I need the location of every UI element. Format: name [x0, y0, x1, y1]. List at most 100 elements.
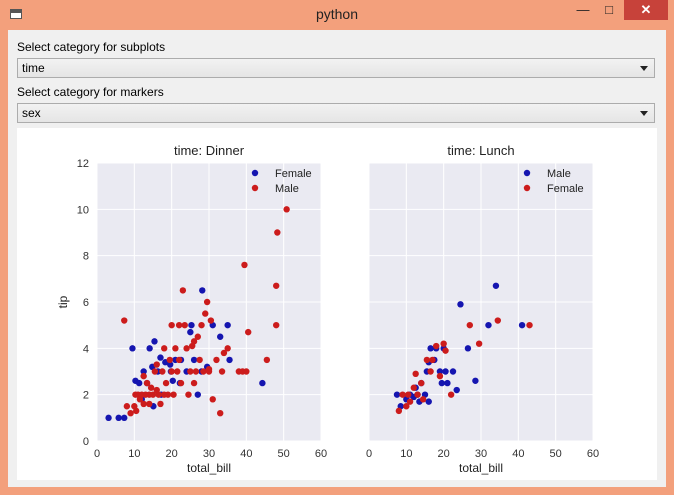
data-point	[194, 333, 201, 340]
data-point	[143, 379, 151, 387]
data-point	[174, 368, 181, 375]
data-point	[192, 368, 200, 375]
data-point	[283, 206, 290, 213]
data-point	[146, 345, 153, 352]
data-point	[168, 368, 175, 375]
data-point	[205, 365, 213, 373]
data-point	[133, 407, 140, 415]
data-point	[399, 391, 406, 398]
data-point	[213, 356, 220, 364]
data-point	[161, 345, 168, 352]
plot-canvas: 0 10 20 30 40 50 60 0 2 4 6 8 10 12 time: Dinner total_…	[17, 128, 657, 480]
data-point	[166, 356, 173, 364]
y-axis-label: tip	[56, 295, 70, 308]
minimize-button[interactable]: —	[576, 2, 590, 17]
data-point	[412, 370, 419, 378]
close-button[interactable]: ✕	[624, 0, 668, 20]
data-point	[121, 414, 128, 422]
data-point	[464, 345, 472, 352]
data-point	[425, 398, 432, 405]
data-point	[418, 379, 425, 387]
x-tick-label: 60	[587, 448, 599, 460]
legend-label: Female	[547, 183, 584, 195]
data-point	[129, 345, 136, 352]
data-point	[155, 391, 162, 398]
dropdown-arrow-icon[interactable]	[640, 111, 648, 116]
legend-marker	[523, 169, 531, 177]
data-point	[492, 282, 500, 289]
dropdown-arrow-icon[interactable]	[640, 66, 648, 71]
data-point	[185, 391, 192, 398]
data-point	[224, 321, 231, 329]
data-point	[147, 384, 155, 391]
data-point	[151, 368, 159, 375]
data-point	[442, 347, 449, 354]
data-point	[190, 338, 198, 345]
legend-label: Male	[275, 183, 299, 195]
data-point	[157, 354, 164, 361]
data-point	[175, 321, 183, 329]
data-point	[403, 403, 410, 410]
data-point	[202, 310, 209, 317]
data-point	[207, 317, 215, 324]
legend-label: Female	[275, 168, 312, 180]
subplot-category-dropdown[interactable]: time	[17, 58, 655, 78]
data-point	[140, 400, 147, 408]
data-point	[475, 340, 483, 347]
data-point	[218, 368, 226, 375]
data-point	[121, 317, 128, 324]
x-axis-label: total_bill	[187, 461, 231, 475]
data-point	[466, 321, 473, 329]
app-window-icon	[10, 9, 22, 19]
data-point	[175, 356, 183, 364]
data-point	[438, 379, 445, 387]
data-point	[224, 345, 231, 352]
data-point	[419, 396, 427, 403]
data-point	[405, 391, 412, 398]
data-point	[183, 345, 190, 352]
data-point	[115, 414, 122, 422]
data-point	[457, 301, 464, 308]
data-point	[217, 410, 224, 417]
data-point	[414, 391, 421, 398]
data-point	[423, 356, 431, 364]
title-bar[interactable]: python — □ ✕	[0, 0, 674, 30]
data-point	[179, 287, 187, 294]
data-point	[410, 384, 417, 391]
data-point	[166, 361, 174, 368]
data-point	[263, 356, 271, 364]
x-tick-label: 30	[475, 448, 487, 460]
data-point	[427, 368, 434, 375]
data-point	[146, 400, 153, 408]
data-point	[157, 400, 164, 408]
data-point	[436, 368, 444, 375]
data-point	[123, 403, 131, 410]
marker-category-dropdown[interactable]: sex	[17, 103, 655, 123]
y-tick-label: 4	[83, 343, 89, 355]
data-point	[453, 386, 460, 394]
x-tick-label: 0	[94, 448, 100, 460]
data-point	[199, 287, 206, 294]
data-point	[485, 321, 492, 329]
x-tick-label: 50	[278, 448, 290, 460]
marker-category-label: Select category for markers	[17, 85, 164, 99]
data-point	[209, 396, 216, 403]
window-title: python	[315, 6, 359, 22]
maximize-button[interactable]: □	[605, 2, 613, 17]
data-point	[153, 361, 160, 368]
data-point	[168, 321, 175, 329]
scatter-plots: 0 10 20 30 40 50 60 0 2 4 6 8 10 12 time: Dinner total_…	[56, 143, 599, 475]
data-point	[105, 414, 112, 422]
data-point	[169, 377, 176, 384]
data-point	[259, 379, 266, 387]
data-point	[198, 321, 205, 329]
y-tick-label: 8	[83, 251, 89, 263]
x-tick-label: 20	[438, 448, 450, 460]
x-axis-label: total_bill	[459, 461, 503, 475]
data-point	[245, 328, 252, 336]
x-tick-label: 30	[203, 448, 215, 460]
legend-marker	[523, 184, 531, 192]
x-tick-label: 50	[550, 448, 562, 460]
y-tick-label: 6	[83, 297, 89, 309]
data-point	[140, 368, 147, 375]
